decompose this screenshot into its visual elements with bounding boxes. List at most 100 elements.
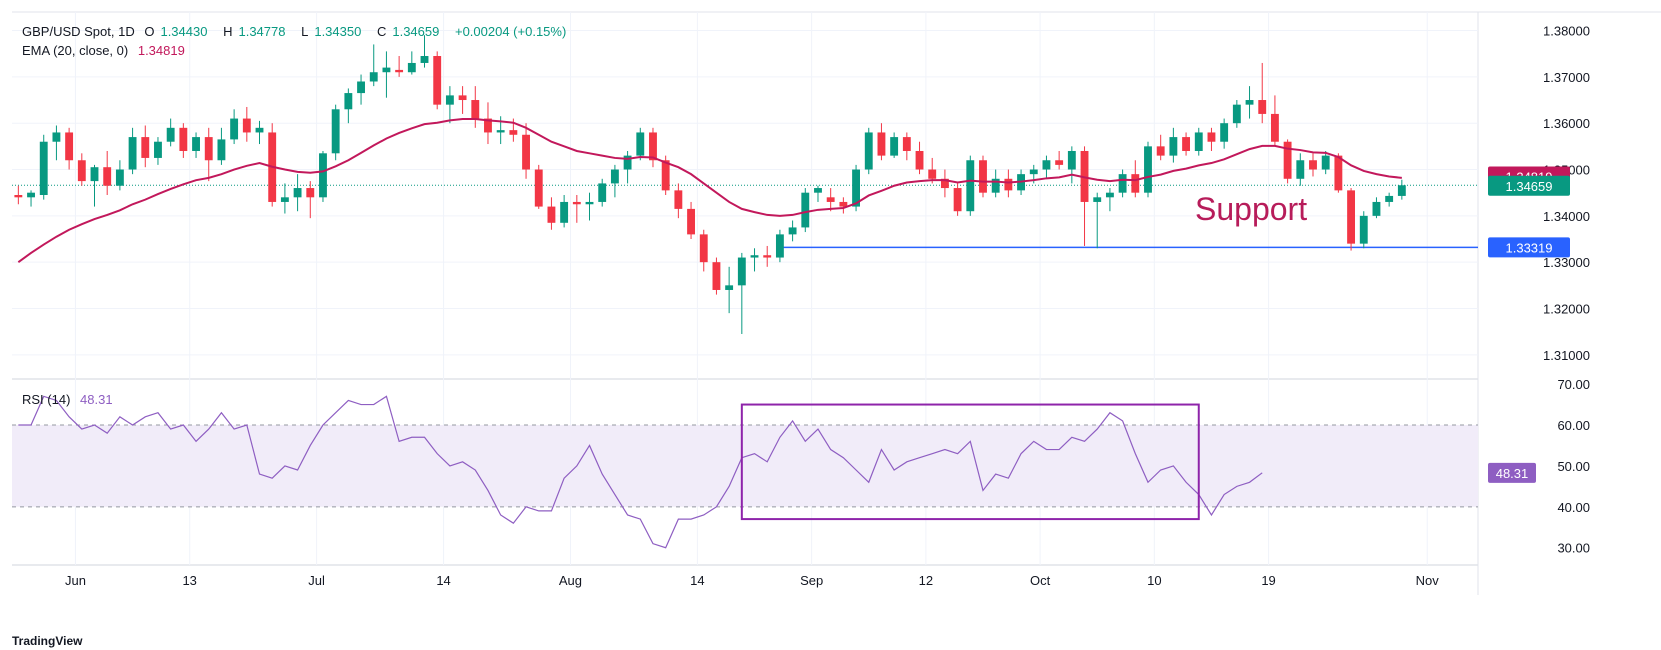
candle [1118,174,1127,193]
price-tick-label: 1.33000 [1543,255,1590,270]
candle [801,192,810,228]
candle [864,132,873,170]
candle [712,262,721,290]
candle [661,160,670,191]
candle [433,56,442,105]
price-tick-label: 1.37000 [1543,70,1590,85]
candle [420,56,429,63]
candle [979,160,987,193]
rsi-tick-label: 60.00 [1557,418,1590,433]
candle [395,69,404,73]
candle [77,160,86,182]
candle [814,188,822,193]
candle [775,234,784,258]
candle [217,139,226,161]
candle [852,169,860,207]
candle [1169,137,1178,156]
candle [39,141,48,195]
last-price-label-bg [1488,175,1570,196]
candle [1042,160,1051,170]
candle [877,132,886,156]
candle [230,118,239,140]
price-tick-label: 1.38000 [1543,24,1590,39]
candle [1296,160,1305,179]
candle [1004,178,1013,191]
candle [484,118,492,133]
time-tick-label: 14 [436,573,450,588]
candle [1182,137,1191,151]
ohlc-high: H 1.34778 [223,24,286,39]
time-tick-label: 14 [690,573,704,588]
rsi-header: RSI (14) 48.31 [22,392,119,407]
candle [1385,195,1394,202]
candle [1131,174,1140,193]
candle [331,109,340,154]
candle [623,155,632,170]
ohlc-close: C 1.34659 [376,24,440,39]
rsi-tick-label: 40.00 [1557,500,1590,515]
candle [280,197,289,202]
candle [1156,146,1165,156]
candle [1258,100,1267,114]
time-tick-label: Jun [65,573,86,588]
candle [179,127,188,151]
ema-header: EMA (20, close, 0) 1.34819 [22,43,191,58]
candle [1309,160,1317,170]
support-price-label: 1.33319 [1506,240,1553,255]
support-annotation: Support [1195,191,1307,227]
candle [369,72,378,82]
candle [357,81,365,94]
rsi-band [12,425,1478,507]
candle [1194,132,1203,151]
candle [636,132,645,156]
candle [166,127,175,142]
candle [1093,197,1102,202]
price-tick-label: 1.36000 [1543,116,1590,131]
candle [496,130,505,133]
candle [1397,185,1406,196]
price-tick-label: 1.32000 [1543,302,1590,317]
candle [471,100,480,119]
time-tick-label: 19 [1261,573,1275,588]
candle [128,137,137,170]
candle [763,255,772,258]
ema-line [17,118,1402,263]
time-tick-label: Sep [800,573,823,588]
candle [674,190,683,209]
ohlc-low: L 1.34350 [301,24,362,39]
candle [1334,155,1343,191]
candle [560,201,569,223]
symbol-title: GBP/USD Spot, 1D [22,24,135,39]
rsi-value: 48.31 [80,392,113,407]
candle [547,206,556,223]
ema-value: 1.34819 [137,43,185,58]
rsi-last-label-bg [1488,462,1536,483]
rsi-last-label: 48.31 [1496,466,1529,481]
candle [344,93,353,110]
candle [1144,146,1152,193]
candle [598,183,607,202]
support-price-label-bg [1488,237,1570,258]
candle [991,178,1000,193]
candle [1029,169,1038,175]
rsi-highlight-box [740,403,1200,521]
candle [522,134,530,170]
rsi-tick-label: 50.00 [1557,459,1590,474]
candle [407,62,416,73]
candle [928,169,937,179]
rsi-tick-label: 30.00 [1557,541,1590,556]
candle [1245,100,1254,105]
candle [585,201,594,205]
candle [1220,123,1229,142]
candle [293,188,302,198]
candle [27,192,35,198]
candle [319,153,327,198]
candle [14,195,23,198]
candle [1321,155,1330,170]
candle [1372,201,1381,216]
change-value: +0.00204 (+0.15%) [454,24,567,39]
candle [1359,215,1368,244]
candle [915,150,924,170]
candle [788,227,797,235]
